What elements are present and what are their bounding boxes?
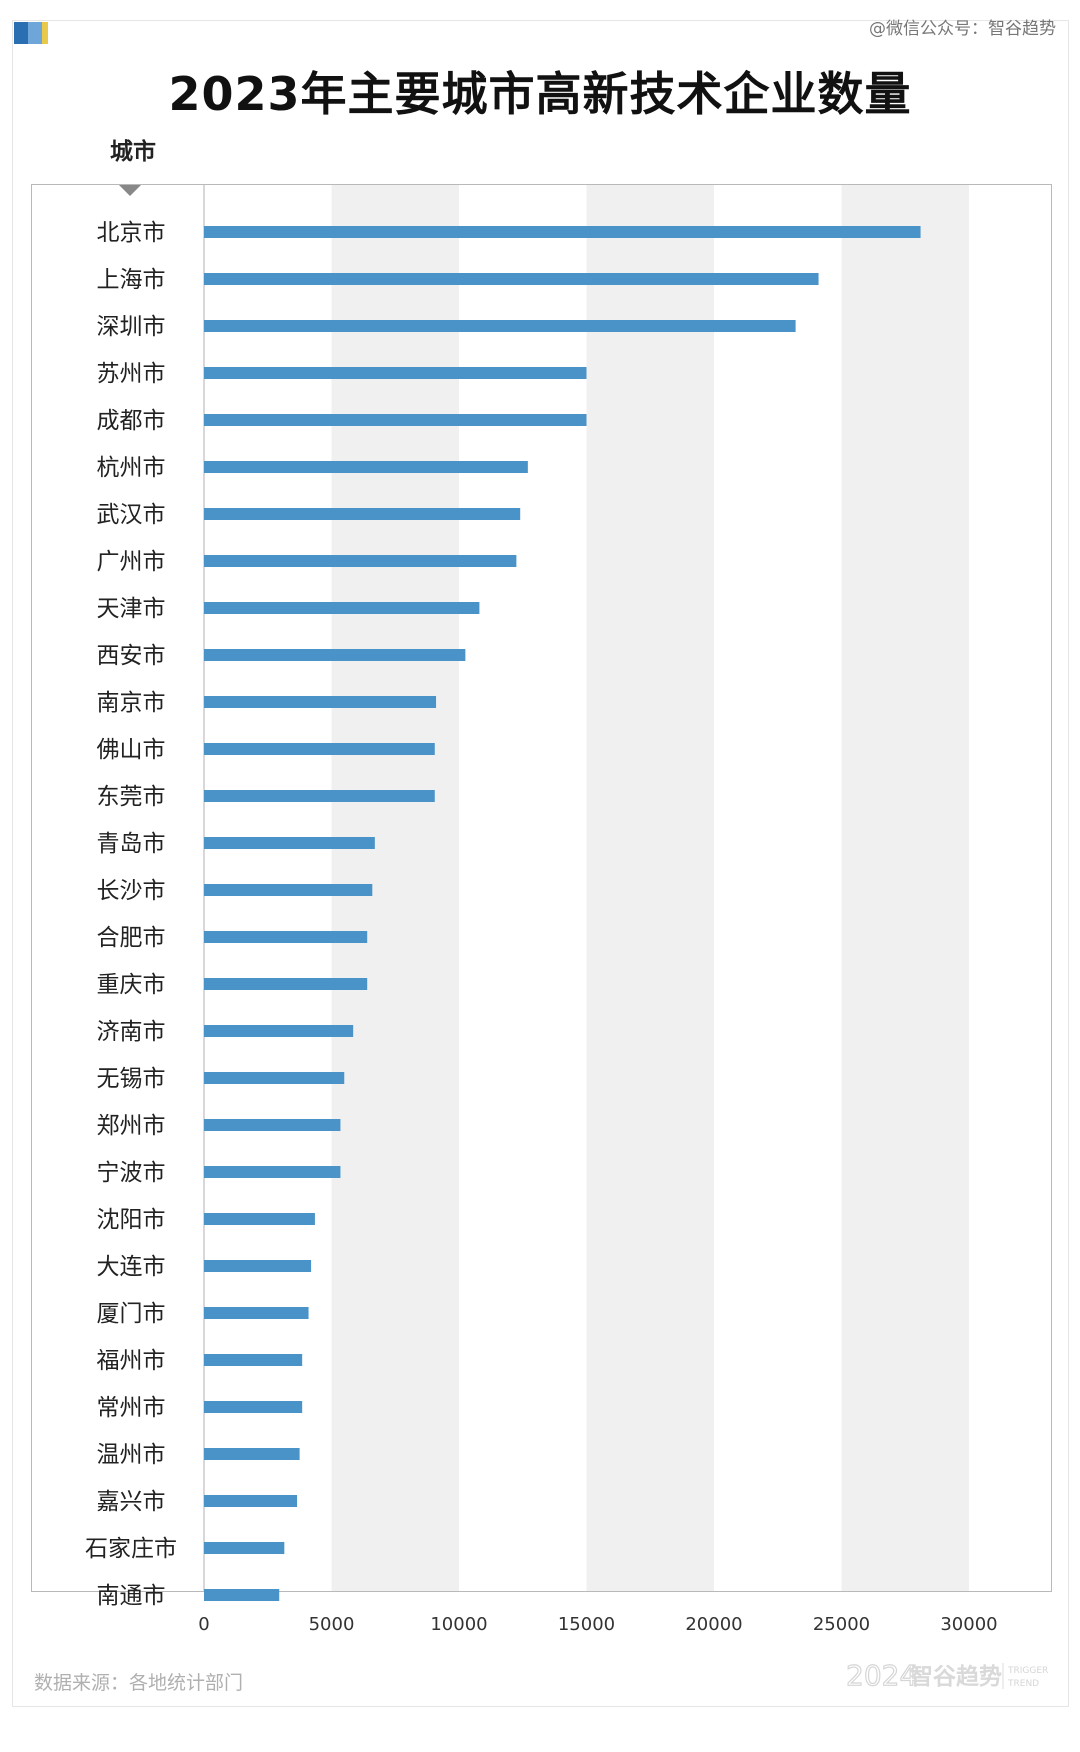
header-arrow-icon <box>119 185 141 196</box>
bar-20 <box>204 1166 341 1178</box>
grid-band-3 <box>586 185 714 1591</box>
bar-15 <box>204 931 368 943</box>
brand-year: 2024 <box>846 1659 917 1692</box>
bar-29 <box>204 1589 280 1601</box>
bar-18 <box>204 1072 345 1084</box>
category-label-16: 重庆市 <box>97 972 166 998</box>
category-label-11: 佛山市 <box>97 737 166 763</box>
category-label-23: 厦门市 <box>97 1301 166 1327</box>
bar-14 <box>204 884 373 896</box>
bar-17 <box>204 1025 354 1037</box>
x-tick-label-0: 0 <box>198 1614 209 1635</box>
brand-en-1: TRIGGER <box>1007 1666 1048 1676</box>
category-label-10: 南京市 <box>97 690 166 716</box>
x-tick-label-4: 20000 <box>685 1614 742 1635</box>
category-label-29: 南通市 <box>97 1583 166 1609</box>
grid-band-5 <box>841 185 969 1591</box>
category-label-8: 天津市 <box>97 596 166 622</box>
category-label-15: 合肥市 <box>97 925 166 951</box>
category-label-17: 济南市 <box>97 1019 166 1045</box>
category-label-7: 广州市 <box>97 549 166 575</box>
bar-16 <box>204 978 368 990</box>
bar-19 <box>204 1119 341 1131</box>
category-label-13: 青岛市 <box>97 831 166 857</box>
data-source: 数据来源：各地统计部门 <box>34 1672 244 1694</box>
chart-title: 2023年主要城市高新技术企业数量 <box>168 67 912 121</box>
category-label-28: 石家庄市 <box>85 1536 177 1562</box>
bar-13 <box>204 837 375 849</box>
category-label-3: 苏州市 <box>97 361 166 387</box>
bar-24 <box>204 1354 303 1366</box>
category-label-19: 郑州市 <box>97 1113 166 1139</box>
x-tick-label-6: 30000 <box>940 1614 997 1635</box>
bar-4 <box>204 414 587 426</box>
category-label-6: 武汉市 <box>97 502 166 528</box>
bar-1 <box>204 273 819 285</box>
bar-26 <box>204 1448 300 1460</box>
category-label-0: 北京市 <box>97 220 166 246</box>
brand-en-2: TREND <box>1007 1679 1039 1689</box>
x-tick-label-1: 5000 <box>309 1614 355 1635</box>
x-tick-label-2: 10000 <box>430 1614 487 1635</box>
bar-3 <box>204 367 587 379</box>
category-label-12: 东莞市 <box>97 784 166 810</box>
bar-5 <box>204 461 528 473</box>
category-label-1: 上海市 <box>97 267 166 293</box>
bar-6 <box>204 508 521 520</box>
category-label-5: 杭州市 <box>97 455 166 481</box>
bar-12 <box>204 790 435 802</box>
bar-10 <box>204 696 437 708</box>
category-label-18: 无锡市 <box>97 1066 166 1092</box>
bar-23 <box>204 1307 309 1319</box>
category-label-2: 深圳市 <box>97 314 166 340</box>
category-label-9: 西安市 <box>97 643 166 669</box>
category-label-22: 大连市 <box>97 1254 166 1280</box>
brand-name: 智谷趋势 <box>910 1663 1002 1690</box>
brand-logo: 2024 智谷趋势 TRIGGER TREND <box>846 1658 1048 1692</box>
category-label-25: 常州市 <box>97 1395 166 1421</box>
category-label-26: 温州市 <box>97 1442 166 1468</box>
bar-2 <box>204 320 796 332</box>
bar-11 <box>204 743 435 755</box>
x-tick-label-5: 25000 <box>813 1614 870 1635</box>
category-label-4: 成都市 <box>97 408 166 434</box>
bar-28 <box>204 1542 285 1554</box>
category-label-24: 福州市 <box>97 1348 166 1374</box>
category-label-14: 长沙市 <box>97 878 166 904</box>
category-header: 城市 <box>110 139 156 165</box>
bar-0 <box>204 226 921 238</box>
bar-22 <box>204 1260 312 1272</box>
watermark-top: @微信公众号：智谷趋势 <box>869 19 1056 39</box>
bar-8 <box>204 602 480 614</box>
corner-logo-icon <box>14 22 48 44</box>
bar-9 <box>204 649 466 661</box>
chart-frame <box>31 184 1052 1592</box>
bar-21 <box>204 1213 315 1225</box>
category-label-20: 宁波市 <box>97 1160 166 1186</box>
x-tick-label-3: 15000 <box>558 1614 615 1635</box>
bar-27 <box>204 1495 298 1507</box>
category-label-27: 嘉兴市 <box>97 1489 166 1515</box>
bar-25 <box>204 1401 303 1413</box>
bar-7 <box>204 555 517 567</box>
category-label-21: 沈阳市 <box>97 1207 166 1233</box>
